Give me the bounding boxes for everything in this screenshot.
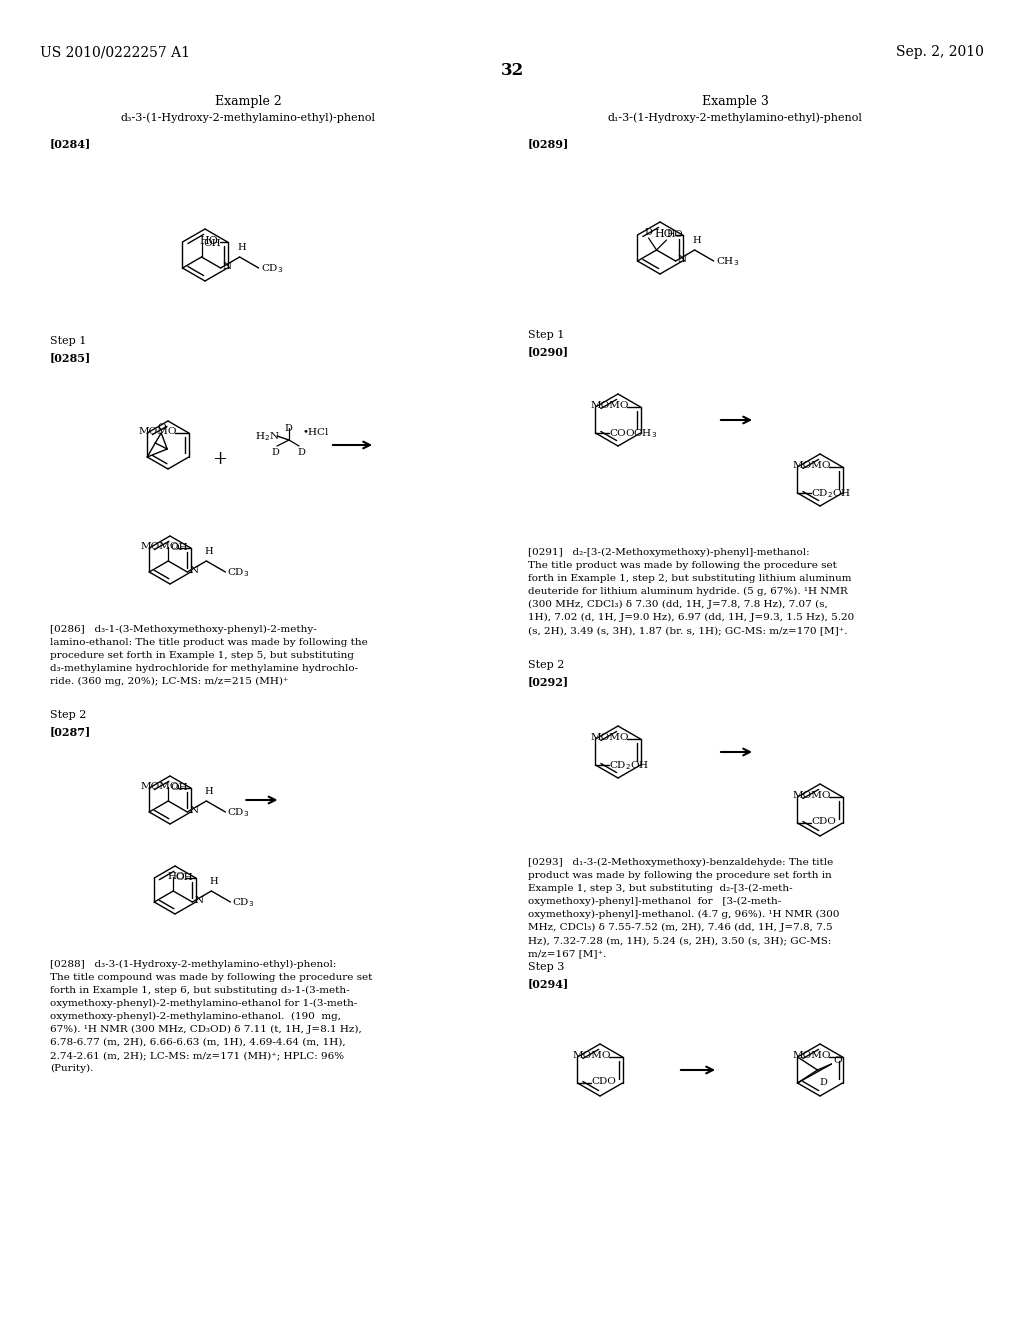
- Text: (s, 2H), 3.49 (s, 3H), 1.87 (br. s, 1H); GC-MS: m/z=170 [M]⁺.: (s, 2H), 3.49 (s, 3H), 1.87 (br. s, 1H);…: [528, 626, 848, 635]
- Text: Hz), 7.32-7.28 (m, 1H), 5.24 (s, 2H), 3.50 (s, 3H); GC-MS:: Hz), 7.32-7.28 (m, 1H), 5.24 (s, 2H), 3.…: [528, 936, 831, 945]
- Text: CDO: CDO: [592, 1077, 616, 1086]
- Text: m/z=167 [M]⁺.: m/z=167 [M]⁺.: [528, 949, 606, 958]
- Text: [0287]: [0287]: [50, 726, 91, 737]
- Text: CH$_3$: CH$_3$: [716, 255, 739, 268]
- Text: D: D: [297, 447, 305, 457]
- Text: Sep. 2, 2010: Sep. 2, 2010: [896, 45, 984, 59]
- Text: •HCl: •HCl: [303, 428, 330, 437]
- Text: H: H: [692, 236, 701, 246]
- Text: [0294]: [0294]: [528, 978, 569, 989]
- Text: d₃-3-(1-Hydroxy-2-methylamino-ethyl)-phenol: d₃-3-(1-Hydroxy-2-methylamino-ethyl)-phe…: [121, 112, 376, 123]
- Text: CD$_2$OH: CD$_2$OH: [609, 759, 650, 772]
- Text: procedure set forth in Example 1, step 5, but substituting: procedure set forth in Example 1, step 5…: [50, 651, 354, 660]
- Text: oxymethoxy)-phenyl]-methanol  for   [3-(2-meth-: oxymethoxy)-phenyl]-methanol for [3-(2-m…: [528, 898, 781, 906]
- Text: N: N: [222, 261, 231, 271]
- Text: HO: HO: [168, 873, 185, 880]
- Text: (Purity).: (Purity).: [50, 1064, 93, 1073]
- Text: D: D: [271, 447, 279, 457]
- Text: CD$_3$: CD$_3$: [227, 807, 250, 818]
- Text: N: N: [195, 896, 204, 906]
- Text: CD$_3$: CD$_3$: [261, 261, 283, 275]
- Text: Step 3: Step 3: [528, 962, 564, 972]
- Text: H: H: [209, 876, 218, 886]
- Text: MOMO: MOMO: [793, 791, 831, 800]
- Text: lamino-ethanol: The title product was made by following the: lamino-ethanol: The title product was ma…: [50, 638, 368, 647]
- Text: H: H: [238, 243, 246, 252]
- Text: Example 2: Example 2: [215, 95, 282, 108]
- Text: H: H: [205, 787, 213, 796]
- Text: forth in Example 1, step 2, but substituting lithium aluminum: forth in Example 1, step 2, but substitu…: [528, 574, 852, 583]
- Text: oxymethoxy-phenyl)-2-methylamino-ethanol.  (190  mg,: oxymethoxy-phenyl)-2-methylamino-ethanol…: [50, 1012, 341, 1022]
- Text: MHz, CDCl₃) δ 7.55-7.52 (m, 2H), 7.46 (dd, 1H, J=7.8, 7.5: MHz, CDCl₃) δ 7.55-7.52 (m, 2H), 7.46 (d…: [528, 923, 833, 932]
- Text: d₃-methylamine hydrochloride for methylamine hydrochlo-: d₃-methylamine hydrochloride for methyla…: [50, 664, 358, 673]
- Text: MOMO: MOMO: [140, 543, 179, 550]
- Text: O: O: [834, 1056, 842, 1065]
- Text: N: N: [678, 255, 687, 264]
- Text: oxymethoxy-phenyl)-2-methylamino-ethanol for 1-(3-meth-: oxymethoxy-phenyl)-2-methylamino-ethanol…: [50, 999, 357, 1008]
- Text: d₁-3-(1-Hydroxy-2-methylamino-ethyl)-phenol: d₁-3-(1-Hydroxy-2-methylamino-ethyl)-phe…: [607, 112, 862, 123]
- Text: OH: OH: [204, 239, 221, 248]
- Text: [0286]   d₃-1-(3-Methoxymethoxy-phenyl)-2-methy-: [0286] d₃-1-(3-Methoxymethoxy-phenyl)-2-…: [50, 624, 316, 634]
- Text: CD$_3$: CD$_3$: [232, 896, 255, 908]
- Text: Step 2: Step 2: [528, 660, 564, 671]
- Text: [0290]: [0290]: [528, 346, 569, 356]
- Text: HO: HO: [667, 230, 683, 239]
- Text: 32: 32: [501, 62, 523, 79]
- Text: MOMO: MOMO: [140, 781, 179, 791]
- Text: 2.74-2.61 (m, 2H); LC-MS: m/z=171 (MH)⁺; HPLC: 96%: 2.74-2.61 (m, 2H); LC-MS: m/z=171 (MH)⁺;…: [50, 1051, 344, 1060]
- Text: HO: HO: [654, 228, 674, 239]
- Text: oxymethoxy)-phenyl]-methanol. (4.7 g, 96%). ¹H NMR (300: oxymethoxy)-phenyl]-methanol. (4.7 g, 96…: [528, 909, 840, 919]
- Text: MOMO: MOMO: [591, 733, 629, 742]
- Text: MOMO: MOMO: [591, 401, 629, 411]
- Text: OH: OH: [175, 873, 193, 882]
- Text: H: H: [205, 546, 213, 556]
- Text: COOCH$_3$: COOCH$_3$: [609, 426, 657, 440]
- Text: 67%). ¹H NMR (300 MHz, CD₃OD) δ 7.11 (t, 1H, J=8.1 Hz),: 67%). ¹H NMR (300 MHz, CD₃OD) δ 7.11 (t,…: [50, 1026, 361, 1034]
- Text: CD$_3$: CD$_3$: [227, 566, 250, 578]
- Text: N: N: [189, 566, 199, 576]
- Text: (300 MHz, CDCl₃) δ 7.30 (dd, 1H, J=7.8, 7.8 Hz), 7.07 (s,: (300 MHz, CDCl₃) δ 7.30 (dd, 1H, J=7.8, …: [528, 601, 827, 609]
- Text: [0289]: [0289]: [528, 139, 569, 149]
- Text: US 2010/0222257 A1: US 2010/0222257 A1: [40, 45, 190, 59]
- Text: N: N: [189, 807, 199, 814]
- Text: Step 1: Step 1: [50, 337, 86, 346]
- Text: Step 1: Step 1: [528, 330, 564, 341]
- Text: [0284]: [0284]: [50, 139, 91, 149]
- Text: Example 1, step 3, but substituting  d₂-[3-(2-meth-: Example 1, step 3, but substituting d₂-[…: [528, 884, 793, 894]
- Text: HO: HO: [200, 236, 218, 246]
- Text: 6.78-6.77 (m, 2H), 6.66-6.63 (m, 1H), 4.69-4.64 (m, 1H),: 6.78-6.77 (m, 2H), 6.66-6.63 (m, 1H), 4.…: [50, 1038, 346, 1047]
- Text: The title compound was made by following the procedure set: The title compound was made by following…: [50, 973, 373, 982]
- Text: product was made by following the procedure set forth in: product was made by following the proced…: [528, 871, 831, 880]
- Text: D: D: [819, 1078, 827, 1086]
- Text: MOMO: MOMO: [793, 461, 831, 470]
- Text: H$_2$N: H$_2$N: [255, 430, 280, 442]
- Text: [0285]: [0285]: [50, 352, 91, 363]
- Text: The title product was made by following the procedure set: The title product was made by following …: [528, 561, 837, 570]
- Text: D: D: [644, 228, 652, 238]
- Text: [0293]   d₁-3-(2-Methoxymethoxy)-benzaldehyde: The title: [0293] d₁-3-(2-Methoxymethoxy)-benzaldeh…: [528, 858, 834, 867]
- Text: CD$_2$OH: CD$_2$OH: [811, 487, 852, 500]
- Text: CDO: CDO: [811, 817, 837, 826]
- Text: OH: OH: [170, 783, 187, 792]
- Text: Example 3: Example 3: [701, 95, 768, 108]
- Text: MOMO: MOMO: [793, 1051, 831, 1060]
- Text: deuteride for lithium aluminum hydride. (5 g, 67%). ¹H NMR: deuteride for lithium aluminum hydride. …: [528, 587, 848, 597]
- Text: +: +: [213, 450, 227, 469]
- Text: forth in Example 1, step 6, but substituting d₃-1-(3-meth-: forth in Example 1, step 6, but substitu…: [50, 986, 349, 995]
- Text: [0292]: [0292]: [528, 676, 569, 686]
- Text: ride. (360 mg, 20%); LC-MS: m/z=215 (MH)⁺: ride. (360 mg, 20%); LC-MS: m/z=215 (MH)…: [50, 677, 289, 686]
- Text: [0291]   d₂-[3-(2-Methoxymethoxy)-phenyl]-methanol:: [0291] d₂-[3-(2-Methoxymethoxy)-phenyl]-…: [528, 548, 810, 557]
- Text: D: D: [284, 424, 292, 433]
- Text: MOMO: MOMO: [572, 1051, 611, 1060]
- Text: Step 2: Step 2: [50, 710, 86, 719]
- Text: [0288]   d₃-3-(1-Hydroxy-2-methylamino-ethyl)-phenol:: [0288] d₃-3-(1-Hydroxy-2-methylamino-eth…: [50, 960, 336, 969]
- Text: OH: OH: [170, 543, 187, 552]
- Text: O: O: [158, 422, 166, 432]
- Text: 1H), 7.02 (d, 1H, J=9.0 Hz), 6.97 (dd, 1H, J=9.3, 1.5 Hz), 5.20: 1H), 7.02 (d, 1H, J=9.0 Hz), 6.97 (dd, 1…: [528, 612, 854, 622]
- Text: MOMO: MOMO: [139, 426, 177, 436]
